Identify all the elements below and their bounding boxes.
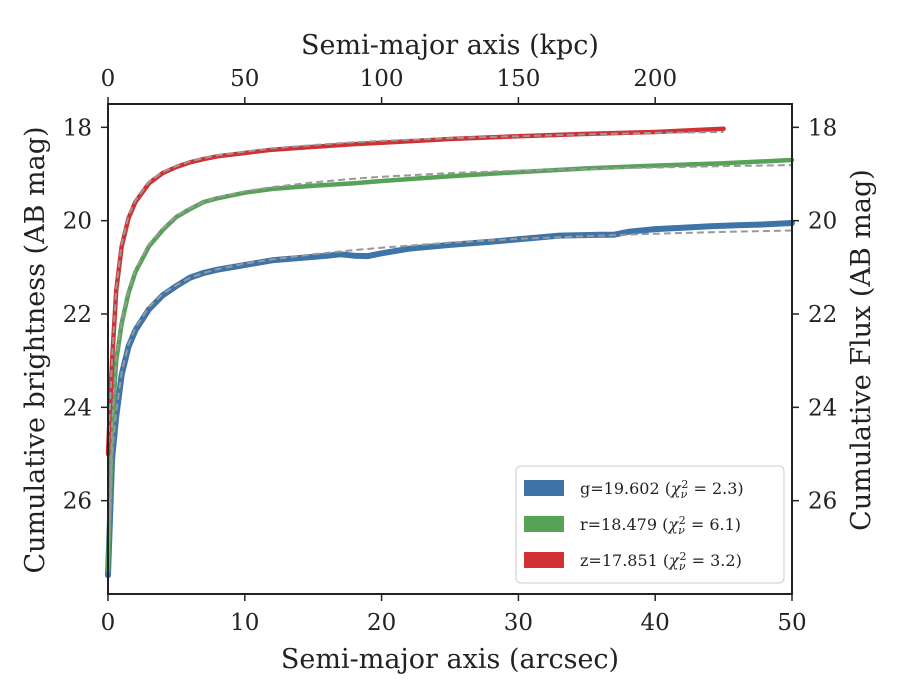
- z-fit-line: [107, 131, 724, 455]
- y-tick-label: 22: [63, 302, 92, 328]
- y2-axis-label: Cumulative Flux (AB mag): [846, 169, 877, 531]
- y-tick-label: 20: [63, 209, 92, 235]
- legend-box: [515, 465, 785, 584]
- r-fit-line: [107, 164, 793, 571]
- legend-label: z=17.851 (χν2 = 3.2): [580, 550, 742, 573]
- g-fit-line: [107, 229, 793, 576]
- y2-tick-label: 24: [808, 395, 837, 421]
- legend-swatch: [524, 516, 564, 532]
- y2-tick-label: 22: [808, 302, 837, 328]
- x2-axis-label: Semi-major axis (kpc): [301, 30, 599, 61]
- y-tick-label: 18: [63, 115, 92, 141]
- series-line-g: [105, 220, 795, 579]
- legend-label: g=19.602 (χν2 = 2.3): [580, 478, 744, 501]
- y-tick-label: 24: [63, 395, 92, 421]
- x-tick-label: 50: [777, 610, 806, 636]
- x-tick-label: 40: [641, 610, 670, 636]
- x-tick-label: 30: [504, 610, 533, 636]
- legend-label: r=18.479 (χν2 = 6.1): [580, 514, 741, 537]
- axes-frame: [107, 103, 793, 595]
- x-tick-label: 20: [367, 610, 396, 636]
- axis-ticks: 0 10 20 30 40 50 0 50 100 150 200 18 20 22 24 26 18 20 22 2…: [63, 66, 838, 636]
- y2-tick-label: 26: [808, 489, 837, 515]
- x2-tick-label: 0: [101, 66, 116, 92]
- x2-tick-label: 150: [496, 66, 540, 92]
- y-tick-label: 26: [63, 489, 92, 515]
- plot-frame: [107, 103, 793, 595]
- legend: g=19.602 (χν2 = 2.3) r=18.479 (χν2 = 6.1)…: [515, 465, 785, 584]
- y-axis-label: Cumulative brightness (AB mag): [20, 126, 51, 573]
- y2-tick-label: 20: [808, 209, 837, 235]
- x2-tick-label: 50: [230, 66, 259, 92]
- x2-tick-label: 200: [633, 66, 677, 92]
- legend-swatch: [524, 552, 564, 568]
- x2-tick-label: 100: [360, 66, 404, 92]
- y2-tick-label: 18: [808, 115, 837, 141]
- x-tick-label: 0: [101, 610, 116, 636]
- plot-area: [105, 126, 795, 579]
- legend-swatch: [524, 480, 564, 496]
- x-tick-label: 10: [230, 610, 259, 636]
- x-axis-label: Semi-major axis (arcsec): [281, 644, 619, 675]
